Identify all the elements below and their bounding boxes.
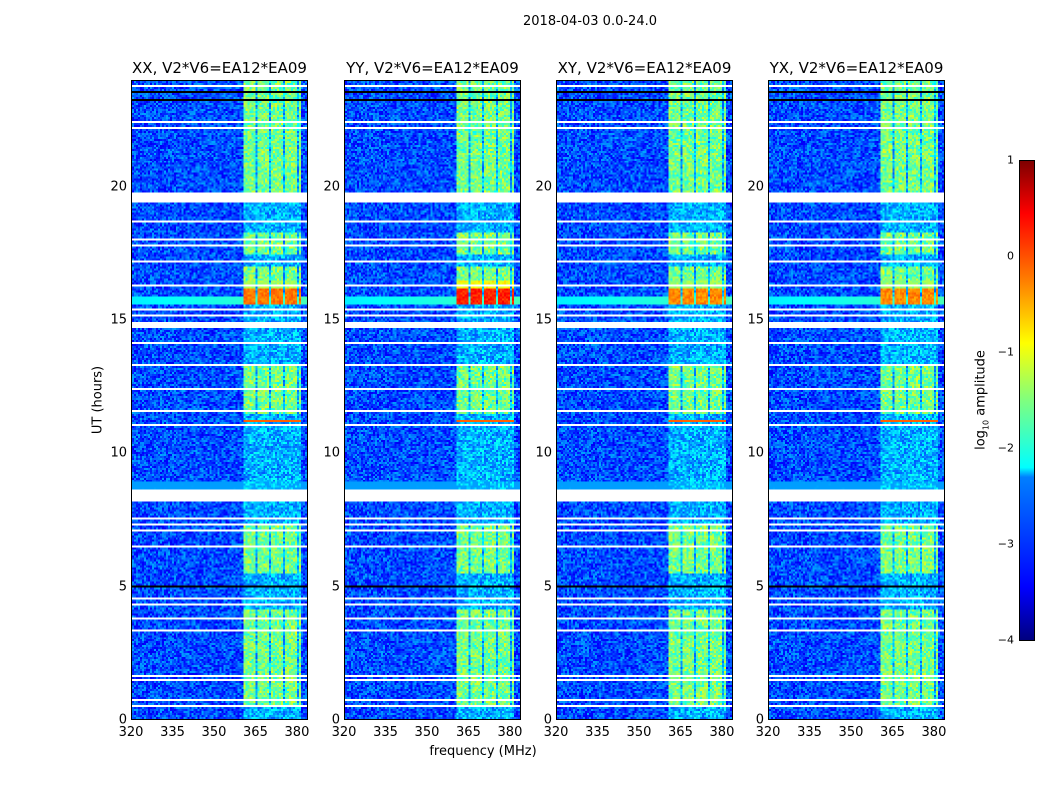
waterfall-panel xyxy=(556,80,733,720)
x-tick-label: 365 xyxy=(880,725,905,740)
y-tick-label: 10 xyxy=(110,445,127,461)
x-tick-label: 335 xyxy=(585,725,610,740)
colorbar-label-sub: 10 xyxy=(981,419,991,431)
colorbar-tick-label: −2 xyxy=(997,441,1014,455)
y-tick-label: 5 xyxy=(331,579,340,595)
x-tick-label: 350 xyxy=(201,725,227,740)
y-tick-label: 20 xyxy=(535,179,552,195)
colorbar xyxy=(1019,160,1035,641)
x-tick-label: 320 xyxy=(118,725,144,740)
y-tick-label: 20 xyxy=(110,179,127,195)
x-tick-label: 380 xyxy=(284,725,310,740)
colorbar-tick-label: −3 xyxy=(997,537,1014,551)
x-tick-label: 335 xyxy=(160,725,185,740)
panel-title: YY, V2*V6=EA12*EA09 xyxy=(346,59,519,77)
heatmap-image xyxy=(557,81,732,719)
x-tick-label: 335 xyxy=(373,725,398,740)
figure-title: 2018-04-03 0.0-24.0 xyxy=(523,14,657,29)
x-tick-label: 365 xyxy=(456,725,481,740)
y-tick-label: 5 xyxy=(118,579,127,595)
x-tick-label: 350 xyxy=(414,725,440,740)
colorbar-tick-label: 1 xyxy=(1007,153,1014,167)
x-tick-label: 350 xyxy=(838,725,864,740)
y-tick-label: 15 xyxy=(535,312,552,328)
colorbar-tick-label: −1 xyxy=(997,345,1014,359)
panel-title: XX, V2*V6=EA12*EA09 xyxy=(132,59,307,77)
x-tick-label: 380 xyxy=(921,725,947,740)
x-tick-label: 350 xyxy=(626,725,652,740)
x-tick-label: 380 xyxy=(709,725,735,740)
x-tick-label: 365 xyxy=(243,725,268,740)
colorbar-label-rest: amplitude xyxy=(973,350,989,420)
x-axis-label: frequency (MHz) xyxy=(429,744,537,759)
x-tick-label: 380 xyxy=(497,725,523,740)
y-tick-label: 15 xyxy=(747,312,764,328)
x-tick-label: 320 xyxy=(543,725,569,740)
panel-title: XY, V2*V6=EA12*EA09 xyxy=(557,59,732,77)
x-tick-label: 320 xyxy=(755,725,781,740)
y-tick-label: 10 xyxy=(535,445,552,461)
waterfall-panel xyxy=(768,80,945,720)
y-tick-label: 20 xyxy=(747,179,764,195)
y-tick-label: 0 xyxy=(118,712,127,728)
y-tick-label: 0 xyxy=(331,712,340,728)
x-tick-label: 365 xyxy=(668,725,693,740)
colorbar-label-main: log xyxy=(973,430,989,450)
y-tick-label: 5 xyxy=(755,579,764,595)
y-tick-label: 10 xyxy=(747,445,764,461)
y-tick-label: 10 xyxy=(323,445,340,461)
y-tick-label: 15 xyxy=(323,312,340,328)
y-tick-label: 15 xyxy=(110,312,127,328)
heatmap-image xyxy=(345,81,520,719)
waterfall-panel xyxy=(131,80,308,720)
y-tick-label: 20 xyxy=(323,179,340,195)
y-tick-label: 5 xyxy=(543,579,552,595)
panel-title: YX, V2*V6=EA12*EA09 xyxy=(769,59,944,77)
heatmap-image xyxy=(769,81,944,719)
waterfall-panel xyxy=(344,80,521,720)
colorbar-label: log10 amplitude xyxy=(974,350,991,450)
x-tick-label: 335 xyxy=(797,725,822,740)
x-tick-label: 320 xyxy=(331,725,357,740)
y-tick-label: 0 xyxy=(755,712,764,728)
colorbar-tick-label: 0 xyxy=(1007,249,1014,263)
colorbar-tick-label: −4 xyxy=(997,633,1014,647)
y-tick-label: 0 xyxy=(543,712,552,728)
heatmap-image xyxy=(132,81,307,719)
y-axis-label: UT (hours) xyxy=(90,365,106,435)
